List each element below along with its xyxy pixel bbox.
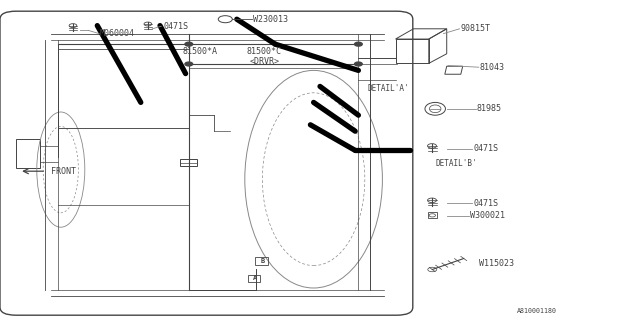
Text: 81500*A: 81500*A	[182, 47, 218, 56]
Text: 81985: 81985	[477, 104, 502, 113]
Circle shape	[218, 16, 232, 23]
Text: M060004: M060004	[99, 29, 134, 38]
Text: 0471S: 0471S	[163, 22, 188, 31]
Bar	[255, 257, 268, 265]
Text: A810001180: A810001180	[517, 308, 557, 314]
Circle shape	[185, 42, 193, 46]
Text: B: B	[260, 258, 264, 264]
Text: 81043: 81043	[480, 63, 505, 72]
Bar	[428, 212, 437, 218]
Text: A: A	[253, 276, 257, 281]
Circle shape	[355, 62, 362, 66]
Circle shape	[355, 42, 362, 46]
Text: DETAIL'B': DETAIL'B'	[435, 159, 477, 168]
Circle shape	[185, 62, 193, 66]
Text: DETAIL'A': DETAIL'A'	[368, 84, 410, 92]
Bar	[180, 159, 197, 166]
Text: W230013: W230013	[253, 15, 288, 24]
Bar	[16, 139, 40, 168]
Text: W115023: W115023	[479, 260, 514, 268]
Text: 90815T: 90815T	[461, 24, 491, 33]
Text: 0471S: 0471S	[474, 199, 499, 208]
Text: 0471S: 0471S	[474, 144, 499, 153]
Text: 81500*C: 81500*C	[246, 47, 282, 56]
Text: FRONT: FRONT	[51, 167, 76, 176]
Text: W300021: W300021	[470, 212, 506, 220]
Bar	[248, 275, 260, 282]
Text: <DRVR>: <DRVR>	[250, 57, 280, 66]
